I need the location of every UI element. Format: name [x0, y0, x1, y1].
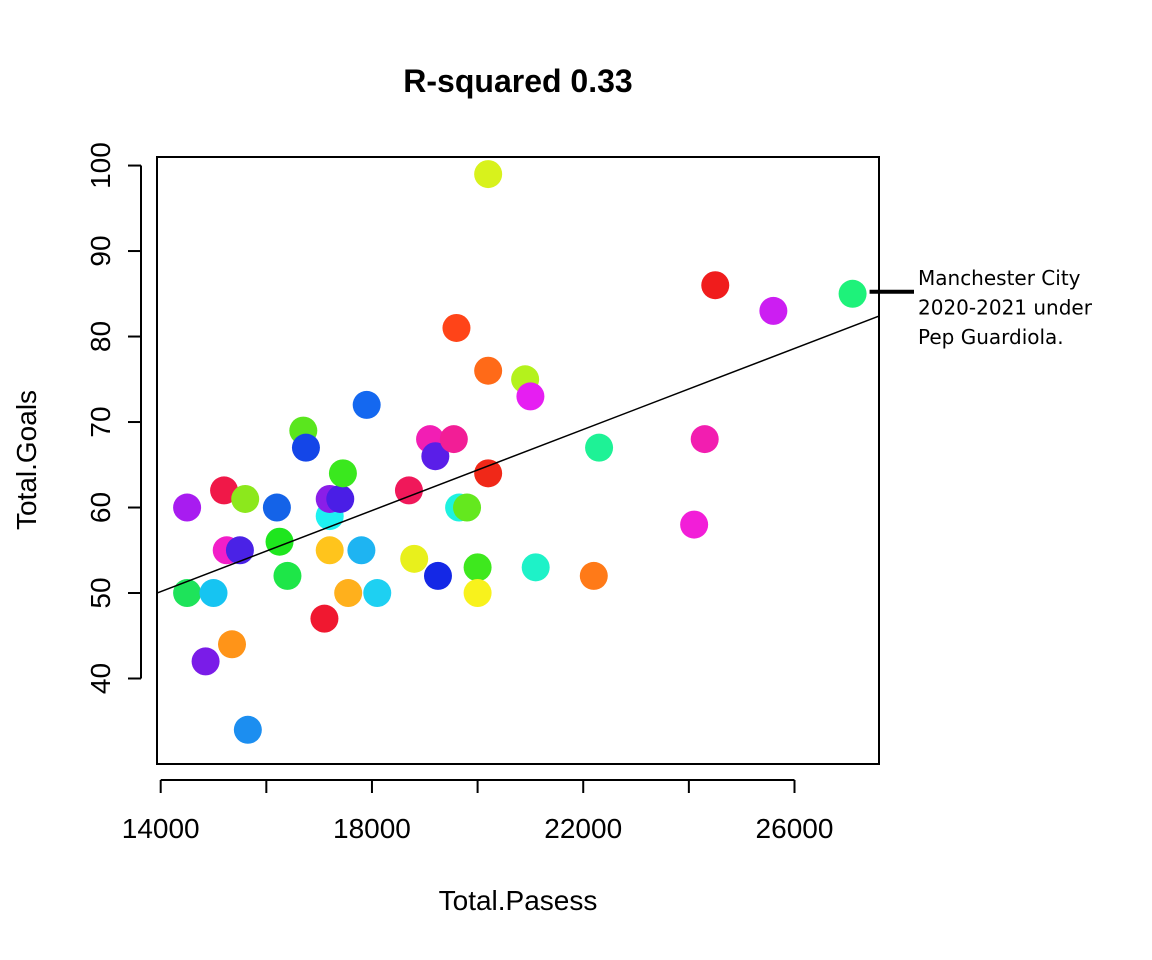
annotation-text: Manchester City 2020-2021 under Pep Guardi… [918, 266, 1093, 349]
data-point [474, 160, 503, 189]
annotation-line: Pep Guardiola. [918, 325, 1064, 349]
data-point [326, 484, 355, 513]
data-point [423, 561, 452, 590]
data-point [347, 536, 376, 565]
x-axis: 14000 18000 22000 26000 [122, 779, 834, 844]
data-point [173, 493, 202, 522]
data-point [291, 433, 320, 462]
x-tick-label: 18000 [333, 813, 411, 844]
y-tick-label: 70 [85, 406, 116, 437]
data-point [273, 561, 302, 590]
y-tick-label: 80 [85, 321, 116, 352]
data-point [838, 279, 867, 308]
x-tick-label: 14000 [122, 813, 200, 844]
plot-frame [156, 156, 880, 765]
data-point [521, 553, 550, 582]
data-point [334, 579, 363, 608]
data-point [363, 579, 392, 608]
data-point [262, 493, 291, 522]
data-point [400, 544, 429, 573]
x-axis-label: Total.Pasess [439, 885, 598, 916]
data-point [231, 484, 260, 513]
data-point [233, 715, 262, 744]
data-point [442, 313, 471, 342]
data-point [474, 459, 503, 488]
regression-line [156, 315, 880, 594]
annotation-line: Manchester City [918, 266, 1081, 290]
data-point [394, 476, 423, 505]
data-point [463, 579, 492, 608]
data-point [463, 553, 492, 582]
y-axis-label: Total.Goals [11, 390, 42, 530]
y-tick-label: 40 [85, 663, 116, 694]
data-point [680, 510, 709, 539]
data-point [225, 536, 254, 565]
data-points [173, 160, 867, 744]
data-point [690, 425, 719, 454]
data-point [199, 579, 228, 608]
data-point [210, 476, 239, 505]
data-point [191, 647, 220, 676]
data-point [315, 536, 344, 565]
x-tick-label: 22000 [544, 813, 622, 844]
y-tick-label: 90 [85, 235, 116, 266]
data-point [421, 442, 450, 471]
y-tick-label: 100 [85, 142, 116, 189]
data-point [453, 493, 482, 522]
y-tick-label: 50 [85, 577, 116, 608]
x-tick-label: 26000 [756, 813, 834, 844]
data-point [310, 604, 339, 633]
data-point [585, 433, 614, 462]
data-point [759, 296, 788, 325]
chart-title: R-squared 0.33 [403, 63, 632, 99]
data-point [173, 579, 202, 608]
data-point [217, 630, 246, 659]
data-point [439, 425, 468, 454]
data-point [474, 356, 503, 385]
data-point [579, 561, 608, 590]
annotation-line: 2020-2021 under [918, 296, 1093, 320]
data-point [701, 271, 730, 300]
data-point [328, 459, 357, 488]
y-tick-label: 60 [85, 492, 116, 523]
data-point [516, 382, 545, 411]
data-point [352, 390, 381, 419]
y-axis: 40 50 60 70 80 90 100 [85, 142, 142, 694]
